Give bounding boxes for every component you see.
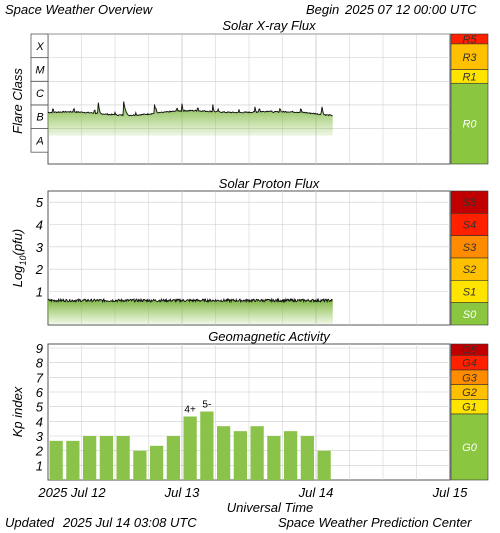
proton-ylabel-sub: 10 xyxy=(18,256,28,266)
proton-scale-band xyxy=(450,302,489,326)
kp-bar xyxy=(250,426,264,480)
kp-bar xyxy=(150,445,164,480)
proton-ylabel: Log10(pfu) xyxy=(10,229,28,287)
kp-xtick-label: Jul 13 xyxy=(164,485,200,500)
xray-class-label: C xyxy=(36,88,44,100)
kp-ytick-label: 2 xyxy=(35,444,44,459)
kp-bar-label: 4+ xyxy=(184,404,196,415)
kp-ytick-label: 4 xyxy=(36,414,43,429)
kp-bar xyxy=(49,440,63,480)
xray-scale-label: R1 xyxy=(462,71,476,83)
xray-scale-band xyxy=(450,43,489,70)
kp-bar xyxy=(183,416,197,480)
kp-bar xyxy=(133,450,147,480)
kp-ytick-label: 8 xyxy=(36,356,44,371)
proton-title: Solar Proton Flux xyxy=(219,176,320,191)
kp-ytick-label: 3 xyxy=(36,429,44,444)
proton-ylabel-tail: (pfu) xyxy=(10,229,25,256)
kp-scale-label: G0 xyxy=(462,442,478,454)
kp-ytick-label: 6 xyxy=(36,385,44,400)
xray-class-box xyxy=(30,33,49,59)
kp-xlabel: Universal Time xyxy=(227,500,314,515)
proton-ytick-label: 2 xyxy=(35,262,44,277)
kp-bar xyxy=(99,436,113,480)
proton-scale-label: S4 xyxy=(463,220,476,232)
page-title: Space Weather Overview xyxy=(5,2,153,17)
xray-flux-line xyxy=(47,101,333,117)
kp-bar xyxy=(300,436,314,480)
xray-scale-label: R0 xyxy=(462,119,477,131)
kp-bar xyxy=(267,436,281,480)
kp-xtick-label: Jul 14 xyxy=(298,485,334,500)
xray-class-label: A xyxy=(35,135,43,147)
kp-scale-label: G3 xyxy=(462,372,478,384)
kp-bar xyxy=(317,450,331,480)
kp-bar xyxy=(200,411,214,480)
kp-ytick-label: 1 xyxy=(36,458,43,473)
kp-bar xyxy=(83,436,97,480)
proton-ytick-label: 5 xyxy=(36,195,44,210)
kp-scale-label: G1 xyxy=(462,402,477,414)
kp-bar xyxy=(217,426,231,480)
kp-scale-label: G2 xyxy=(462,387,477,399)
kp-title: Geomagnetic Activity xyxy=(208,329,331,344)
xray-class-label: M xyxy=(35,64,45,76)
kp-xtick-label: 2025 Jul 12 xyxy=(37,485,106,500)
kp-bar xyxy=(116,436,130,480)
kp-xtick-label: Jul 15 xyxy=(432,485,468,500)
begin-value: 2025 07 12 00:00 UTC xyxy=(345,2,477,17)
xray-class-label: X xyxy=(35,41,44,53)
proton-ytick-label: 1 xyxy=(36,285,43,300)
kp-bar xyxy=(166,436,180,480)
proton-scale-label: S1 xyxy=(463,287,476,299)
kp-scale-label: G5 xyxy=(462,345,478,357)
kp-bar xyxy=(66,440,80,480)
proton-scale-label: S3 xyxy=(463,242,477,254)
xray-scale-label: R3 xyxy=(462,52,477,64)
xray-ylabel: Flare Class xyxy=(10,68,25,134)
xray-scale-label: R5 xyxy=(462,34,477,46)
kp-ytick-label: 5 xyxy=(36,400,44,415)
kp-ylabel: Kp index xyxy=(10,386,25,437)
kp-scale-label: G4 xyxy=(462,358,477,370)
proton-ytick-label: 3 xyxy=(36,240,44,255)
kp-bar xyxy=(284,431,298,480)
proton-scale-label: S2 xyxy=(463,264,476,276)
kp-ytick-label: 7 xyxy=(36,370,44,385)
begin-label: Begin xyxy=(306,2,340,17)
updated-value: 2025 Jul 14 03:08 UTC xyxy=(63,515,197,530)
xray-flux-area xyxy=(48,101,333,136)
proton-scale-label: S5 xyxy=(463,197,477,209)
proton-flux-line xyxy=(47,297,333,304)
kp-scale-band xyxy=(450,413,489,481)
proton-ytick-label: 4 xyxy=(36,218,43,233)
xray-scale-band xyxy=(450,82,489,165)
kp-bar-label: 5- xyxy=(202,400,211,411)
proton-scale-label: S0 xyxy=(463,309,477,321)
updated-label: Updated xyxy=(5,515,55,530)
kp-ytick-label: 9 xyxy=(36,341,43,356)
kp-bar xyxy=(233,431,247,480)
proton-ylabel-main: Log xyxy=(10,265,25,287)
proton-flux-area xyxy=(48,299,333,324)
xray-class-label: B xyxy=(36,112,43,124)
xray-title: Solar X-ray Flux xyxy=(222,18,316,33)
credit-text: Space Weather Prediction Center xyxy=(278,515,472,530)
